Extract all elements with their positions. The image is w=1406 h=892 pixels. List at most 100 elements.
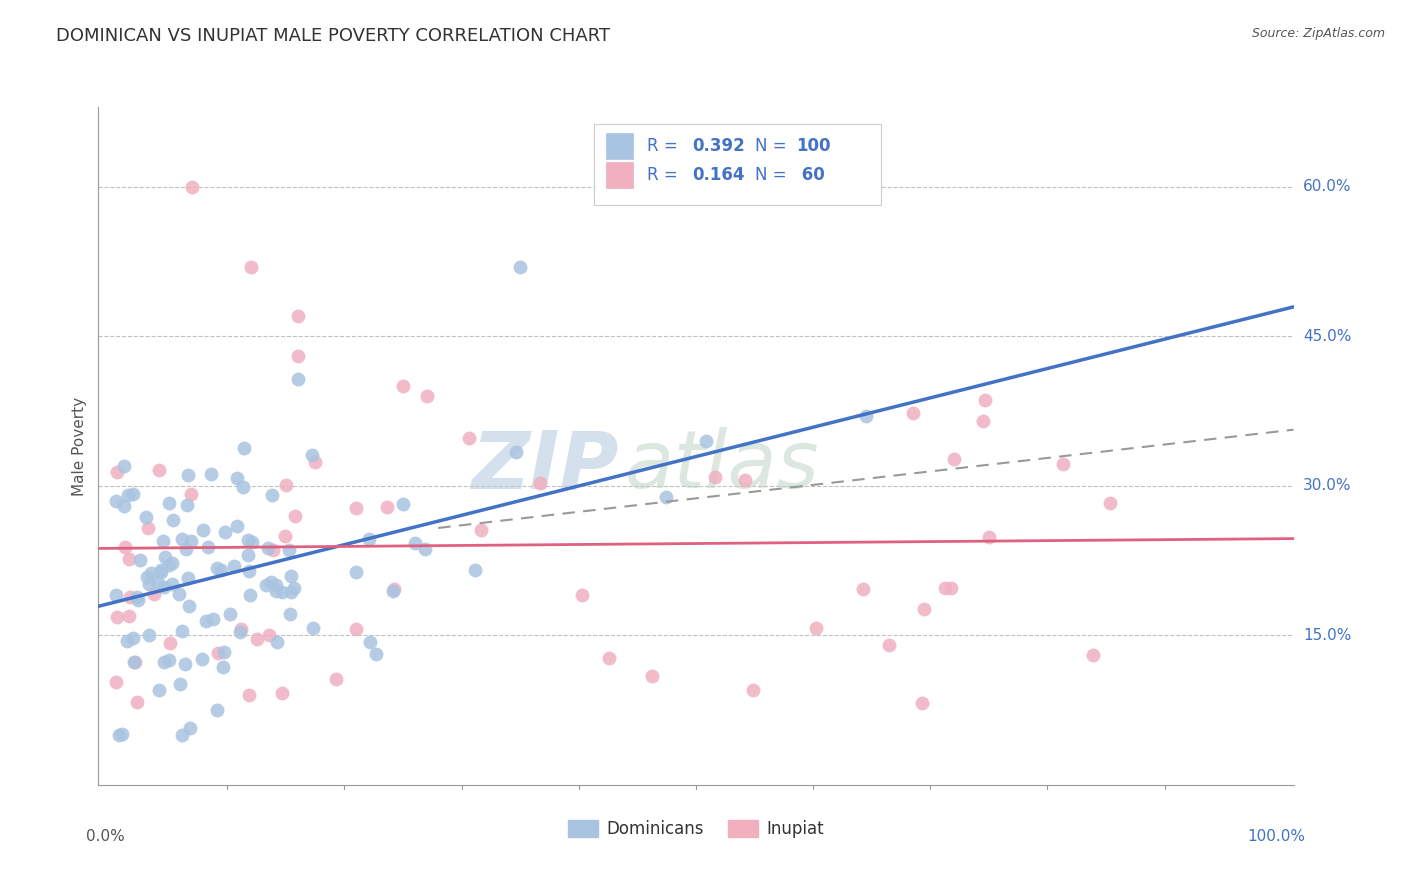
Point <box>366 647 388 661</box>
Point <box>302 621 325 635</box>
Point <box>232 441 254 455</box>
Point <box>105 674 128 689</box>
Point <box>180 534 202 549</box>
Point <box>232 480 254 494</box>
Point <box>176 498 198 512</box>
Point <box>939 582 962 596</box>
Point <box>529 475 551 490</box>
Point <box>855 409 877 423</box>
Point <box>704 470 727 484</box>
Text: DOMINICAN VS INUPIAT MALE POVERTY CORRELATION CHART: DOMINICAN VS INUPIAT MALE POVERTY CORREL… <box>56 27 610 45</box>
Point <box>274 529 297 543</box>
Point <box>973 392 995 407</box>
Point <box>571 588 593 602</box>
Point <box>114 540 136 554</box>
Point <box>734 473 756 487</box>
Point <box>598 651 620 665</box>
Point <box>270 585 292 599</box>
Point <box>277 543 299 558</box>
Point <box>209 563 232 577</box>
Point <box>205 560 228 574</box>
Point <box>325 672 347 686</box>
Point <box>231 622 253 636</box>
Point <box>509 260 531 274</box>
Point <box>654 490 676 504</box>
Point <box>257 627 280 641</box>
Point <box>912 602 935 616</box>
Point <box>911 696 934 710</box>
Point <box>943 452 966 467</box>
Point <box>118 551 141 566</box>
Point <box>257 541 280 555</box>
Point <box>283 581 305 595</box>
Point <box>118 590 141 604</box>
Point <box>264 578 287 592</box>
Point <box>1081 648 1104 662</box>
Point <box>280 569 302 583</box>
Point <box>225 471 247 485</box>
Point <box>181 179 204 194</box>
Point <box>287 372 309 386</box>
Text: 100: 100 <box>796 136 831 154</box>
Text: ZIP: ZIP <box>471 427 619 506</box>
Point <box>262 542 284 557</box>
Legend: Dominicans, Inupiat: Dominicans, Inupiat <box>561 813 831 845</box>
Point <box>162 513 184 527</box>
Point <box>260 574 283 589</box>
Point <box>877 638 900 652</box>
Text: 60.0%: 60.0% <box>1303 179 1351 194</box>
Point <box>122 632 145 646</box>
Point <box>194 614 217 628</box>
Point <box>129 552 152 566</box>
Point <box>287 349 309 363</box>
Point <box>224 559 246 574</box>
Point <box>174 657 197 672</box>
Point <box>218 607 240 621</box>
Point <box>934 581 956 595</box>
Point <box>170 532 193 546</box>
Point <box>162 556 184 570</box>
Point <box>122 486 145 500</box>
Point <box>170 728 193 742</box>
Text: 100.0%: 100.0% <box>1247 829 1306 844</box>
Point <box>179 599 201 613</box>
Point <box>977 530 1000 544</box>
Point <box>240 535 263 549</box>
Point <box>138 627 160 641</box>
Point <box>157 653 180 667</box>
Point <box>191 524 214 538</box>
Point <box>236 548 259 562</box>
Point <box>124 656 146 670</box>
Point <box>139 566 162 581</box>
Point <box>1099 496 1122 510</box>
Text: 15.0%: 15.0% <box>1303 628 1351 643</box>
Text: 60: 60 <box>796 166 825 184</box>
Point <box>117 633 139 648</box>
Point <box>157 496 180 510</box>
Point <box>160 577 183 591</box>
Point <box>112 499 135 513</box>
Point <box>359 635 381 649</box>
Point <box>125 695 148 709</box>
Point <box>470 523 492 537</box>
Point <box>157 558 180 572</box>
Text: N =: N = <box>755 166 786 184</box>
Point <box>266 635 288 649</box>
Point <box>741 683 763 698</box>
Point <box>505 445 527 459</box>
Text: 0.392: 0.392 <box>692 136 745 154</box>
Text: 45.0%: 45.0% <box>1303 329 1351 343</box>
Text: 30.0%: 30.0% <box>1303 478 1351 493</box>
Point <box>239 260 262 274</box>
Text: Source: ZipAtlas.com: Source: ZipAtlas.com <box>1251 27 1385 40</box>
Point <box>177 467 200 482</box>
Point <box>177 572 200 586</box>
Point <box>118 609 141 624</box>
Point <box>344 622 367 636</box>
Point <box>238 689 260 703</box>
Point <box>851 582 873 596</box>
Point <box>382 583 405 598</box>
Point <box>169 677 191 691</box>
FancyBboxPatch shape <box>606 133 633 159</box>
Point <box>179 721 201 735</box>
